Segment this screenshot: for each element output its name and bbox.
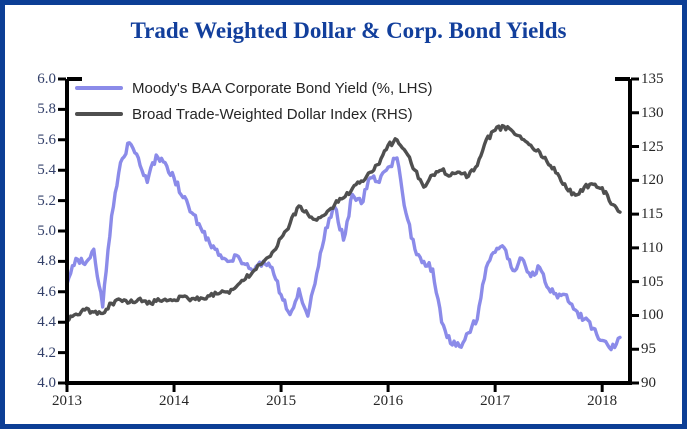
y-left-tick-label: 4.0 bbox=[37, 375, 56, 391]
x-tick-label: 2018 bbox=[587, 393, 618, 409]
legend-item-baa-yield: Moody's BAA Corporate Bond Yield (%, LHS… bbox=[75, 75, 433, 101]
y-right-tick-label: 115 bbox=[641, 206, 663, 223]
x-tick-label: 2017 bbox=[480, 393, 511, 409]
baa-yield-line bbox=[65, 141, 622, 352]
legend: Moody's BAA Corporate Bond Yield (%, LHS… bbox=[75, 75, 433, 127]
y-right-tick-label: 130 bbox=[641, 104, 664, 121]
y-left-tick-label: 4.4 bbox=[37, 314, 56, 331]
x-tick-label: 2013 bbox=[52, 393, 82, 409]
y-right-tick-label: 110 bbox=[641, 239, 663, 256]
y-left-tick-label: 5.4 bbox=[37, 162, 56, 179]
y-left-tick-label: 5.8 bbox=[37, 101, 56, 118]
x-tick-label: 2016 bbox=[373, 393, 404, 409]
y-right-tick-label: 120 bbox=[641, 172, 664, 189]
legend-item-dollar-index: Broad Trade-Weighted Dollar Index (RHS) bbox=[75, 101, 433, 127]
y-right-tick-label: 95 bbox=[641, 341, 656, 358]
legend-line-baa-icon bbox=[75, 86, 123, 90]
chart-canvas bbox=[58, 77, 639, 392]
y-left-tick-label: 5.0 bbox=[37, 223, 56, 239]
y-right-tick-label: 90 bbox=[641, 375, 656, 391]
dollar-index-line bbox=[65, 123, 622, 322]
y-right-tick-label: 100 bbox=[641, 307, 664, 324]
legend-label-baa: Moody's BAA Corporate Bond Yield (%, LHS… bbox=[132, 79, 433, 97]
legend-line-twd-icon bbox=[75, 112, 123, 116]
y-left-tick-label: 5.6 bbox=[37, 131, 56, 148]
y-left-tick-label: 6.0 bbox=[37, 71, 56, 87]
y-right-tick-label: 105 bbox=[641, 273, 664, 290]
axes-frame bbox=[65, 77, 632, 385]
x-tick-label: 2014 bbox=[159, 393, 190, 409]
plot-area: 6.0 5.8 5.6 5.4 5.2 5.0 4.8 4.6 4.4 4.2 4.0 135 130… bbox=[5, 5, 682, 424]
y-left-tick-label: 4.8 bbox=[37, 253, 56, 270]
axis-ticks bbox=[58, 77, 639, 392]
legend-label-twd: Broad Trade-Weighted Dollar Index (RHS) bbox=[132, 105, 413, 123]
chart-title: Trade Weighted Dollar & Corp. Bond Yield… bbox=[130, 18, 567, 43]
y-left-tick-label: 4.6 bbox=[37, 283, 56, 300]
y-left-tick-label: 4.2 bbox=[37, 344, 56, 361]
y-left-tick-label: 5.2 bbox=[37, 192, 56, 209]
y-right-tick-label: 125 bbox=[641, 138, 664, 155]
x-tick-label: 2015 bbox=[266, 393, 297, 409]
y-right-tick-label: 135 bbox=[641, 71, 664, 87]
